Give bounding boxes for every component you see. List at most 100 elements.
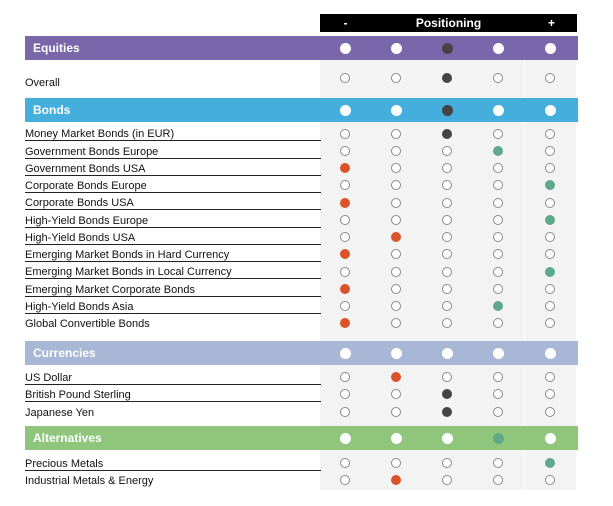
row-divider: [25, 157, 321, 159]
section-dot-icon: [390, 104, 402, 116]
empty-dot-icon: [442, 283, 452, 294]
empty-dot-icon: [493, 389, 503, 400]
list-item: Overall: [25, 64, 578, 90]
section-dot-icon: [441, 42, 453, 54]
empty-dot-icon: [493, 266, 503, 277]
position-dot-icon: [340, 318, 350, 329]
empty-dot-icon: [442, 249, 452, 260]
empty-dot-icon: [340, 128, 350, 139]
empty-dot-icon: [340, 389, 350, 400]
position-dot-icon: [391, 475, 401, 486]
row-divider: [25, 295, 321, 297]
empty-dot-icon: [493, 406, 503, 417]
row-label: High-Yield Bonds Europe: [25, 214, 149, 227]
empty-dot-icon: [391, 180, 401, 191]
header-plus: +: [526, 14, 577, 32]
empty-dot-icon: [493, 214, 503, 225]
empty-dot-icon: [391, 73, 401, 83]
empty-dot-icon: [340, 475, 350, 486]
empty-dot-icon: [442, 457, 452, 468]
list-item: Emerging Market Bonds in Local Currency: [25, 262, 578, 280]
section-title: Alternatives: [33, 431, 102, 445]
empty-dot-icon: [340, 371, 350, 382]
position-dot-icon: [340, 283, 350, 294]
position-dot-icon: [545, 266, 555, 277]
empty-dot-icon: [493, 232, 503, 243]
section-dot-icon: [544, 347, 556, 359]
empty-dot-icon: [545, 73, 555, 83]
row-divider: [25, 469, 321, 471]
empty-dot-icon: [493, 73, 503, 83]
empty-dot-icon: [391, 406, 401, 417]
row-divider: [25, 174, 321, 176]
empty-dot-icon: [545, 283, 555, 294]
section-header-bonds: Bonds: [25, 98, 578, 122]
list-item: Industrial Metals & Energy: [25, 471, 578, 489]
row-label: Emerging Market Corporate Bonds: [25, 283, 195, 296]
row-divider: [25, 243, 321, 245]
row-label: Corporate Bonds USA: [25, 197, 134, 210]
row-divider: [25, 278, 321, 280]
empty-dot-icon: [442, 145, 452, 156]
row-label: High-Yield Bonds USA: [25, 231, 136, 244]
empty-dot-icon: [340, 301, 350, 312]
empty-dot-icon: [340, 73, 350, 83]
empty-dot-icon: [545, 318, 555, 329]
list-item: High-Yield Bonds USA: [25, 228, 578, 245]
position-dot-icon: [442, 389, 452, 400]
empty-dot-icon: [442, 266, 452, 277]
section-dot-icon: [544, 42, 556, 54]
list-item: Money Market Bonds (in EUR): [25, 124, 578, 142]
empty-dot-icon: [391, 457, 401, 468]
position-dot-icon: [391, 232, 401, 243]
empty-dot-icon: [391, 283, 401, 294]
list-item: High-Yield Bonds Asia: [25, 297, 578, 314]
header-minus: -: [320, 14, 371, 32]
empty-dot-icon: [545, 406, 555, 417]
section-dot-icon: [390, 347, 402, 359]
empty-dot-icon: [493, 283, 503, 294]
empty-dot-icon: [545, 128, 555, 139]
position-dot-icon: [545, 214, 555, 225]
empty-dot-icon: [545, 371, 555, 382]
empty-dot-icon: [442, 232, 452, 243]
row-divider: [25, 192, 321, 193]
empty-dot-icon: [493, 318, 503, 329]
section-dot-icon: [544, 432, 556, 444]
empty-dot-icon: [442, 301, 452, 312]
empty-dot-icon: [545, 197, 555, 208]
row-label: Government Bonds Europe: [25, 145, 159, 158]
position-dot-icon: [340, 249, 350, 260]
empty-dot-icon: [442, 318, 452, 329]
list-item: Emerging Market Corporate Bonds: [25, 279, 578, 297]
row-divider: [25, 140, 321, 142]
row-divider: [25, 312, 321, 314]
position-dot-icon: [442, 73, 452, 83]
header-positioning: Positioning: [371, 14, 526, 32]
row-divider: [25, 401, 321, 402]
empty-dot-icon: [493, 163, 503, 174]
position-dot-icon: [340, 163, 350, 174]
row-label: Industrial Metals & Energy: [25, 475, 154, 487]
empty-dot-icon: [493, 475, 503, 486]
empty-dot-icon: [493, 180, 503, 191]
empty-dot-icon: [340, 232, 350, 243]
position-dot-icon: [493, 145, 503, 156]
empty-dot-icon: [493, 197, 503, 208]
position-dot-icon: [442, 406, 452, 417]
list-item: Government Bonds Europe: [25, 141, 578, 159]
section-dot-icon: [492, 104, 504, 116]
list-item: Global Convertible Bonds: [25, 314, 578, 331]
position-dot-icon: [442, 128, 452, 139]
section-header-currencies: Currencies: [25, 341, 578, 365]
section-dot-icon: [492, 347, 504, 359]
row-label: Money Market Bonds (in EUR): [25, 128, 175, 141]
row-label: British Pound Sterling: [25, 389, 131, 401]
empty-dot-icon: [391, 197, 401, 208]
section-dot-icon: [492, 432, 504, 444]
list-item: High-Yield Bonds Europe: [25, 210, 578, 228]
empty-dot-icon: [391, 249, 401, 260]
list-item: Precious Metals: [25, 453, 578, 471]
empty-dot-icon: [545, 475, 555, 486]
